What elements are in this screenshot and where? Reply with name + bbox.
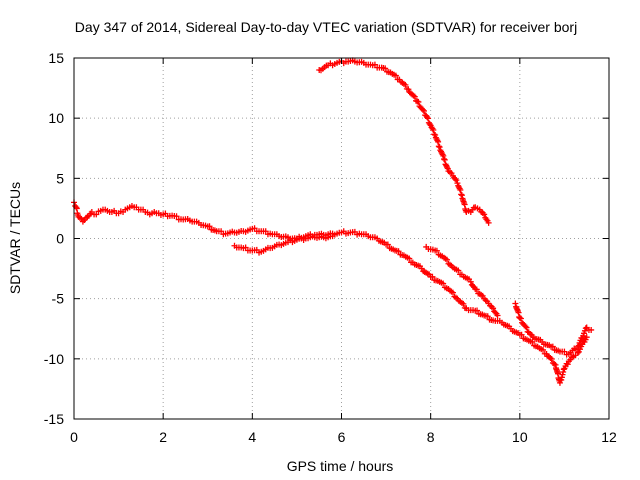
y-tick-label: 5 (56, 170, 64, 186)
data-point (458, 191, 464, 197)
x-tick-label: 4 (248, 429, 256, 445)
x-tick-label: 2 (159, 429, 167, 445)
grid-lines (74, 58, 609, 419)
series-satellite-arc-upper (316, 57, 491, 225)
y-tick-label: -10 (44, 351, 64, 367)
y-tick-label: 15 (48, 50, 64, 66)
y-tick-label: -15 (44, 411, 64, 427)
series-satellite-arc-main (71, 199, 590, 386)
x-tick-label: 0 (70, 429, 78, 445)
chart-title: Day 347 of 2014, Sidereal Day-to-day VTE… (75, 19, 577, 35)
x-tick-label: 8 (427, 429, 435, 445)
x-axis-label: GPS time / hours (287, 458, 394, 474)
x-tick-label: 12 (601, 429, 617, 445)
x-tick-label: 6 (338, 429, 346, 445)
y-tick-label: 10 (48, 110, 64, 126)
y-tick-label: 0 (56, 231, 64, 247)
data-points (71, 57, 594, 385)
y-tick-label: -5 (52, 291, 65, 307)
y-axis-label: SDTVAR / TECUs (7, 182, 23, 294)
x-tick-label: 10 (512, 429, 528, 445)
axis-ticks: 0 2 4 6 8 10 12 -15 -10 -5 0 5 10 15 (44, 50, 617, 445)
chart: 0 2 4 6 8 10 12 -15 -10 -5 0 5 10 15 Day 347 of 2014,… (0, 0, 640, 480)
